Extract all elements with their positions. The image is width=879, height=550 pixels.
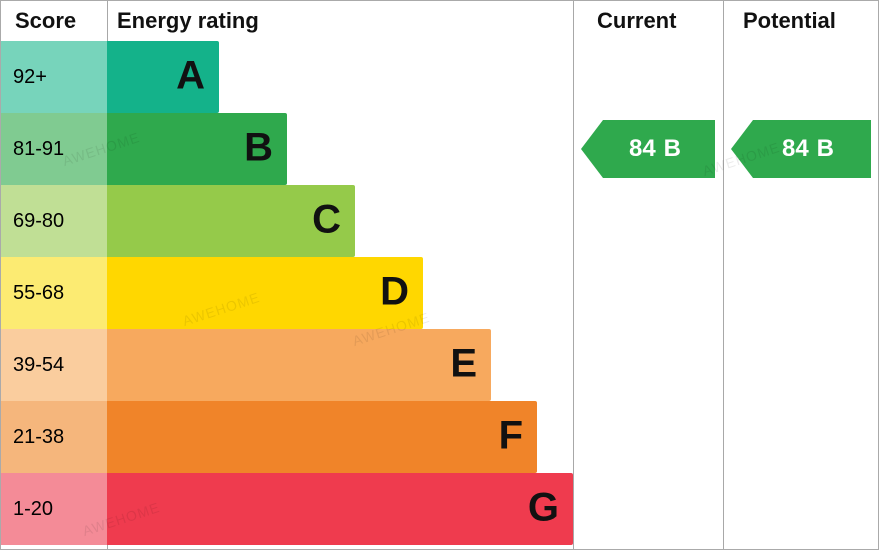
- rating-letter: G: [528, 486, 559, 531]
- band-row-c: 69-80 C: [1, 185, 878, 257]
- current-arrow-value: 84: [629, 135, 656, 163]
- potential-arrow-label: 84 B: [731, 120, 871, 178]
- band-row-d: 55-68 D: [1, 257, 878, 329]
- header-potential: Potential: [743, 8, 836, 34]
- rating-bar: G: [107, 473, 573, 545]
- rating-bar: C: [107, 185, 355, 257]
- band-row-a: 92+ A: [1, 41, 878, 113]
- rating-letter: E: [450, 342, 477, 387]
- current-arrow-label: 84 B: [581, 120, 715, 178]
- rating-bar: F: [107, 401, 537, 473]
- rating-bar: E: [107, 329, 491, 401]
- current-arrow-letter: B: [664, 135, 681, 163]
- rating-bar: D: [107, 257, 423, 329]
- rating-letter: D: [380, 270, 409, 315]
- rating-letter: F: [499, 414, 523, 459]
- band-row-f: 21-38 F: [1, 401, 878, 473]
- score-cell: 21-38: [1, 401, 107, 473]
- score-cell: 92+: [1, 41, 107, 113]
- rating-letter: A: [176, 54, 205, 99]
- rating-bar: B: [107, 113, 287, 185]
- rating-letter: C: [312, 198, 341, 243]
- header-rating: Energy rating: [117, 8, 259, 34]
- score-cell: 1-20: [1, 473, 107, 545]
- rating-bar: A: [107, 41, 219, 113]
- rating-letter: B: [244, 126, 273, 171]
- potential-arrow-value: 84: [782, 135, 809, 163]
- potential-arrow-letter: B: [817, 135, 834, 163]
- score-cell: 55-68: [1, 257, 107, 329]
- band-row-g: 1-20 G: [1, 473, 878, 545]
- score-cell: 39-54: [1, 329, 107, 401]
- epc-chart: Score Energy rating Current Potential 92+ A 81…: [0, 0, 879, 550]
- potential-arrow: 84 B: [731, 120, 871, 178]
- current-arrow: 84 B: [581, 120, 715, 178]
- score-cell: 81-91: [1, 113, 107, 185]
- header-score: Score: [15, 8, 76, 34]
- header-current: Current: [597, 8, 676, 34]
- band-row-e: 39-54 E: [1, 329, 878, 401]
- header-row: Score Energy rating Current Potential: [1, 1, 878, 41]
- score-cell: 69-80: [1, 185, 107, 257]
